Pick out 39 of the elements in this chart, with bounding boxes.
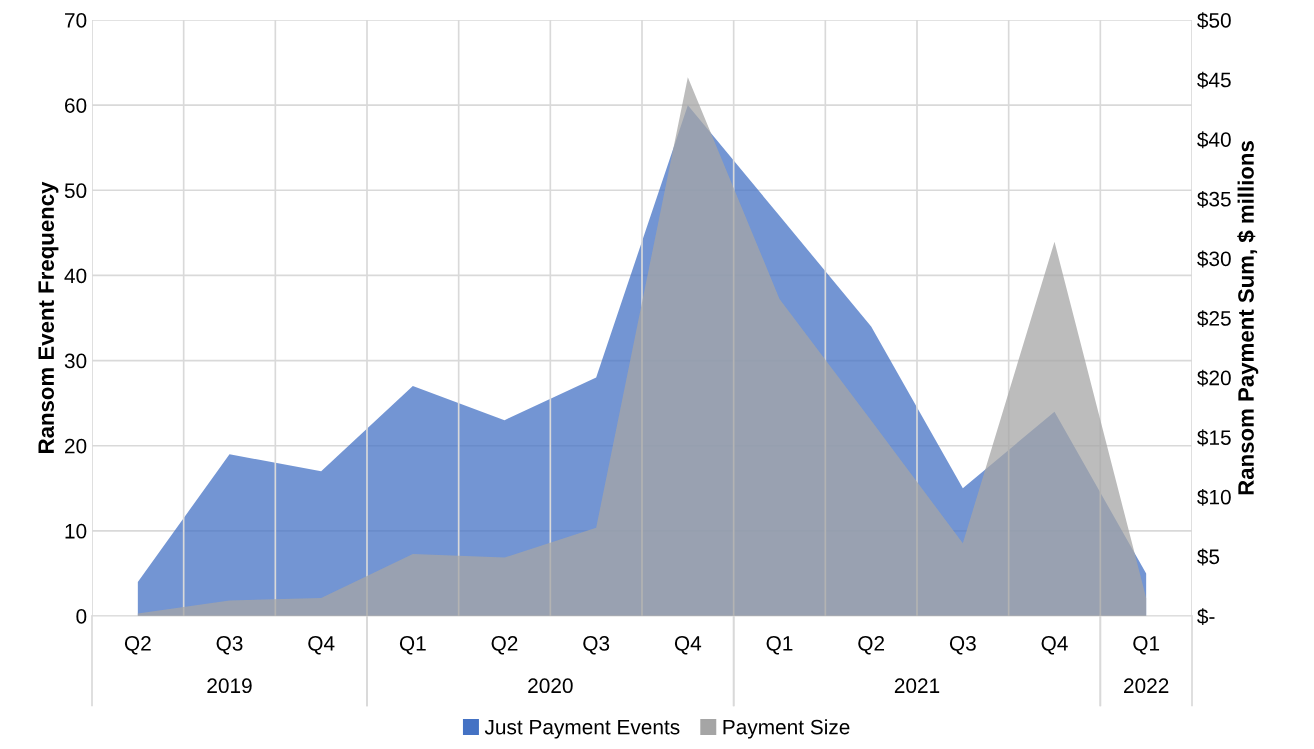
- x-tick-label: Q3: [583, 635, 610, 655]
- y2-tick-label: $30: [1197, 250, 1231, 268]
- y2-tick-label: $15: [1197, 429, 1231, 447]
- y-tick-label: 40: [64, 268, 87, 284]
- x-tick-label: Q3: [949, 635, 976, 655]
- x-tick-label: Q2: [858, 635, 885, 655]
- y2-tick-label: $45: [1197, 71, 1231, 89]
- x-tick-label: Q2: [491, 635, 518, 655]
- y-tick-label: 60: [65, 98, 87, 113]
- y-tick-label: 10: [65, 523, 87, 539]
- x-tick-label: Q4: [1041, 635, 1068, 655]
- x-tick-label: Q1: [1133, 635, 1160, 655]
- y2-tick-label: $40: [1197, 131, 1231, 149]
- legend-label: Just Payment Events: [484, 719, 680, 739]
- y-tick-label: 70: [65, 13, 87, 28]
- legend-label: Payment Size: [723, 719, 850, 739]
- y-tick-label: 0: [76, 609, 87, 624]
- y-tick-label: 20: [65, 438, 87, 454]
- x-tick-label: Q4: [308, 635, 335, 655]
- y2-axis-title: Ransom Payment Sum, $ millions: [1237, 141, 1259, 495]
- y2-tick-label: $20: [1197, 369, 1231, 387]
- x-tick-label: Q3: [216, 635, 243, 655]
- y2-tick-label: $-: [1197, 608, 1215, 625]
- x-tick-label: Q2: [124, 635, 151, 655]
- y-tick-label: 50: [64, 183, 87, 199]
- y2-tick-label: $5: [1197, 548, 1220, 566]
- x-tick-label: Q1: [766, 635, 793, 655]
- y2-tick-label: $50: [1197, 12, 1231, 29]
- y-axis-title: Ransom Event Frequency: [38, 181, 59, 453]
- text: 2021: [894, 678, 940, 694]
- x-tick-label: Q1: [399, 635, 426, 655]
- text: 2020: [528, 678, 573, 694]
- y2-tick-label: $25: [1197, 310, 1231, 327]
- text: 2019: [207, 678, 252, 694]
- text: 2022: [1124, 678, 1169, 694]
- x-tick-label: Q4: [674, 635, 702, 655]
- y2-tick-label: $35: [1197, 190, 1231, 208]
- y-tick-label: 30: [64, 353, 87, 369]
- y2-tick-label: $10: [1197, 488, 1231, 506]
